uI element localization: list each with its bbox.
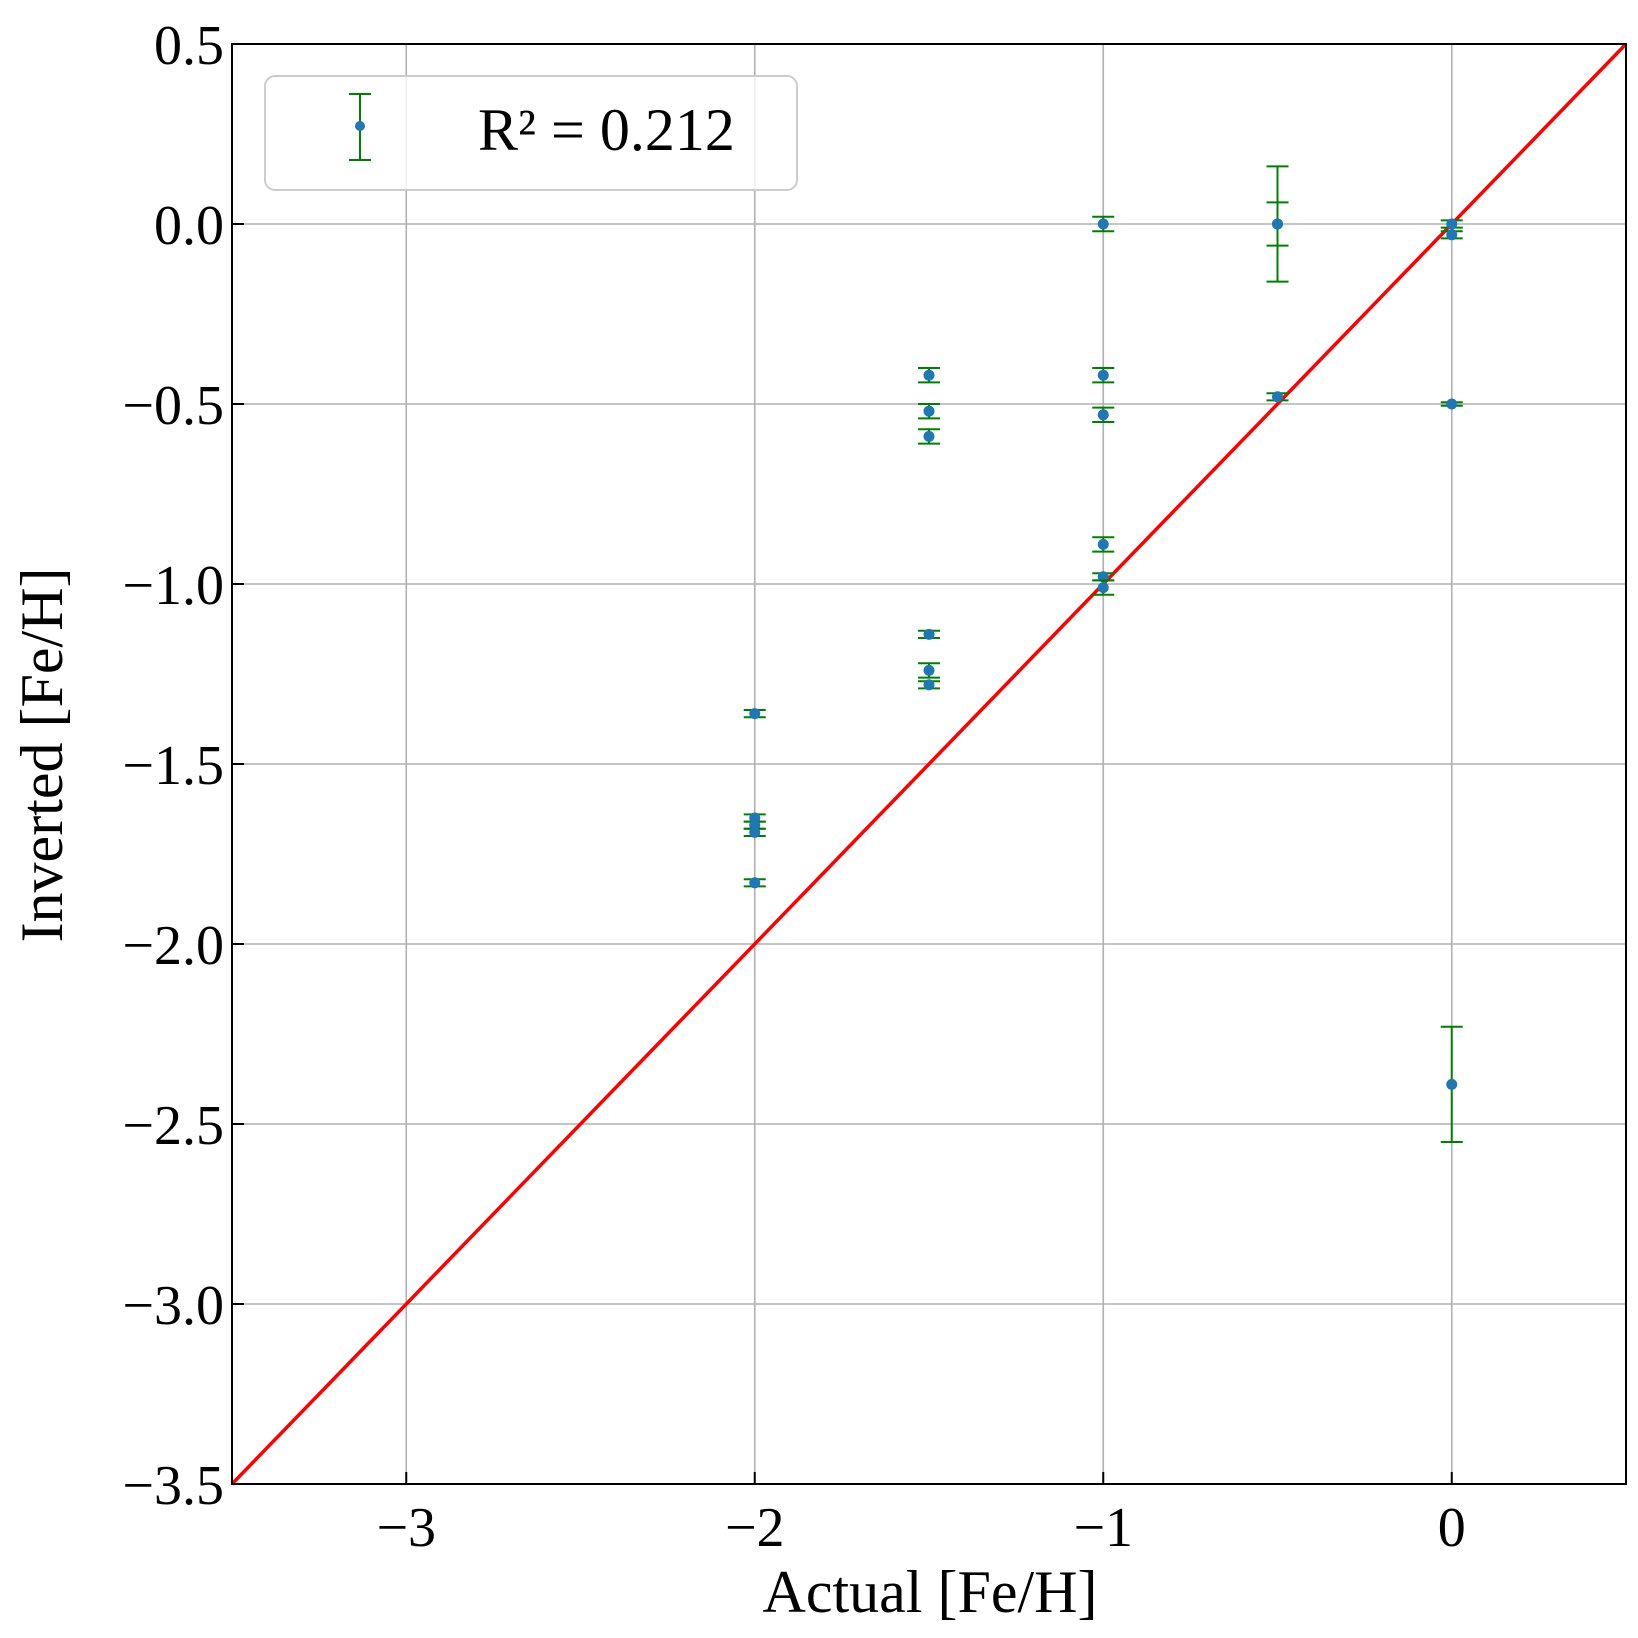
data-point [749,826,761,838]
legend-label: R² = 0.212 [478,97,735,163]
data-point [1446,1078,1458,1090]
data-point [1446,229,1458,241]
y-tick-label: 0.0 [154,195,224,257]
axis-ticks: −3 −2 −1 0 0.5 0.0 −0.5 −1.0 −1.5 −2.0 −2.5 −3.0 −3.… [122,15,1465,1559]
data-point [1272,391,1283,403]
y-tick-label: −3.5 [122,1455,224,1517]
data-point [923,664,935,676]
y-axis-label: Inverted [Fe/H] [9,568,75,943]
identity-reference-line [230,42,1628,1486]
data-point [1446,398,1458,410]
data-point [1097,369,1109,381]
data-point [749,708,761,720]
y-tick-label: −3.0 [122,1275,224,1337]
data-point [1097,582,1109,594]
y-tick-label: −0.5 [122,375,224,437]
data-point [923,369,935,381]
data-point [923,628,935,640]
y-tick-label: −2.5 [122,1095,224,1157]
legend: R² = 0.212 [264,75,798,191]
legend-box [264,75,798,191]
data-point [1446,218,1458,230]
data-point [923,430,935,442]
y-tick-label: −1.0 [122,555,224,617]
data-point [923,405,935,417]
x-tick-label: 0 [1438,1497,1466,1559]
data-point [1097,218,1109,230]
y-tick-label: 0.5 [154,15,224,77]
data-point [749,877,761,889]
x-axis-label: Actual [Fe/H] [763,1559,1098,1625]
data-point [1097,409,1109,421]
x-tick-label: −1 [1073,1497,1133,1559]
data-point [923,679,935,691]
data-points [743,165,1463,1143]
y-tick-label: −1.5 [122,735,224,797]
y-tick-label: −2.0 [122,915,224,977]
data-point [1272,218,1283,230]
x-tick-label: −3 [376,1497,436,1559]
legend-marker-icon [355,121,365,131]
data-point [1097,538,1109,550]
x-tick-label: −2 [725,1497,785,1559]
